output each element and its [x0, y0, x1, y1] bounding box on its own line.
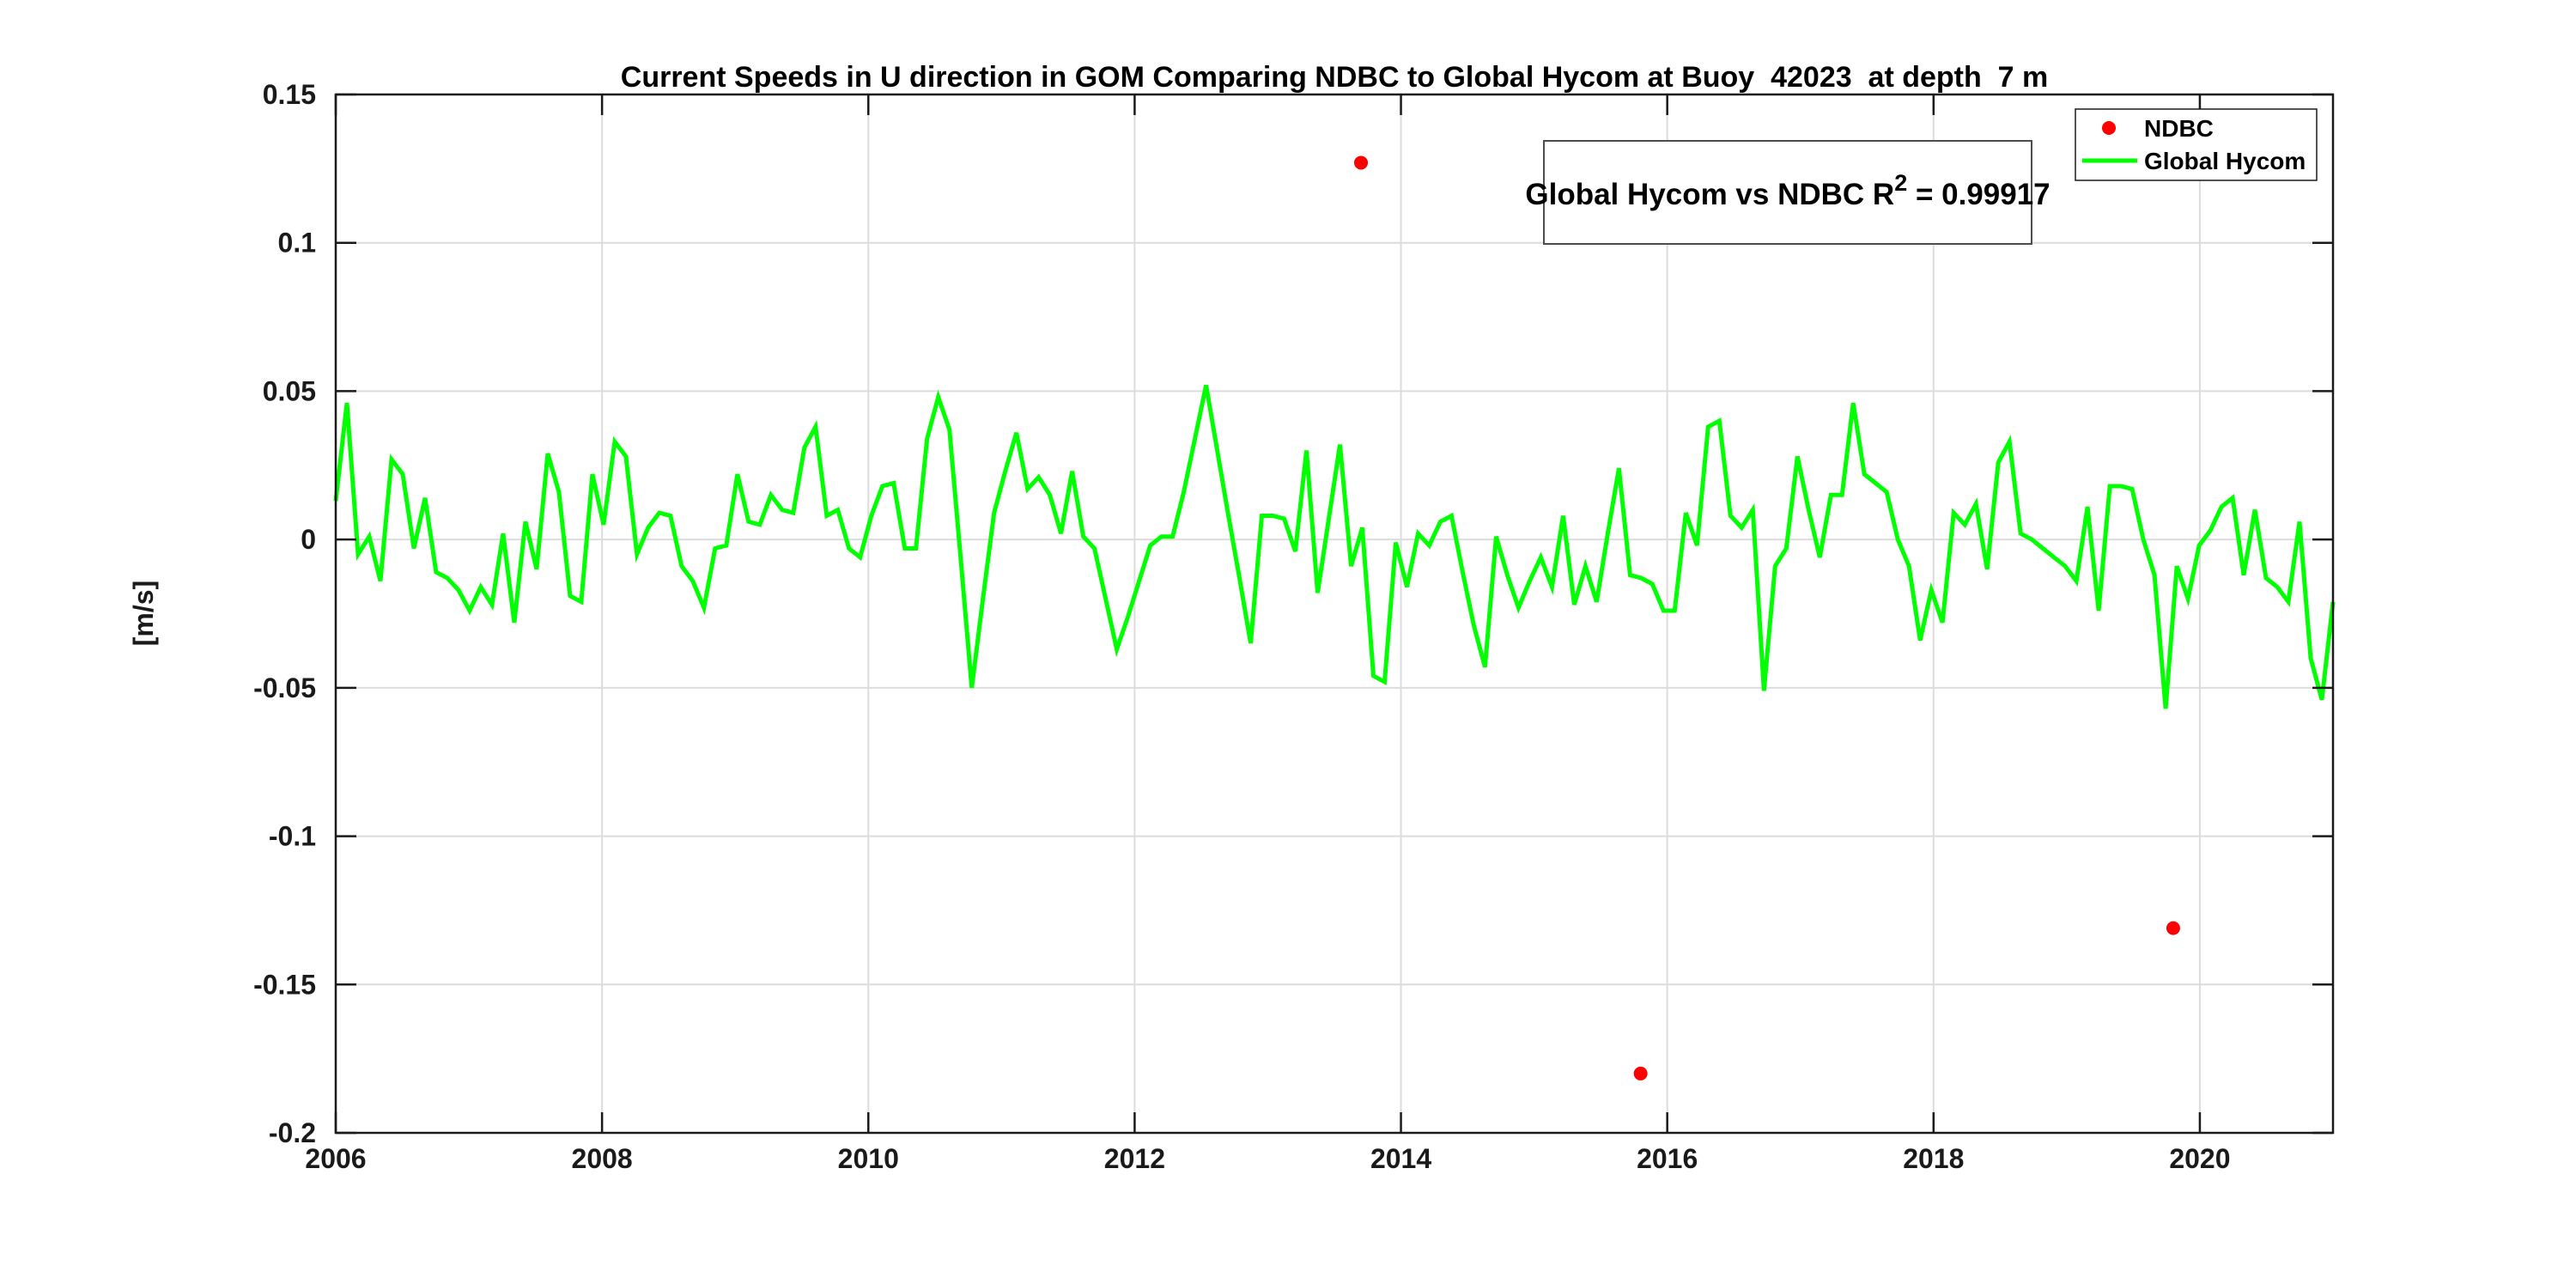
x-tick-label: 2010	[838, 1143, 899, 1174]
y-tick-labels: 0.15 0.1 0.05 0 -0.05 -0.1 -0.15 -0.2	[253, 79, 316, 1148]
x-tick-label: 2016	[1637, 1143, 1698, 1174]
y-tick-label: 0.1	[278, 228, 316, 259]
y-tick-label: -0.1	[269, 821, 316, 852]
legend-item-global-hycom: Global Hycom	[2144, 148, 2306, 174]
x-tick-label: 2006	[305, 1143, 366, 1174]
x-tick-label: 2012	[1104, 1143, 1165, 1174]
legend: NDBC Global Hycom	[2075, 108, 2318, 181]
x-tick-label: 2008	[572, 1143, 633, 1174]
plot-border	[334, 93, 2335, 1135]
y-tick-label: 0	[301, 524, 316, 555]
y-axis-label: [m/s]	[128, 581, 159, 646]
y-tick-label: -0.05	[253, 673, 316, 703]
grid-layer	[336, 94, 2333, 1133]
annotation-text: Global Hycom vs NDBC R2 = 0.99917	[1525, 170, 2050, 211]
annotation-suffix: = 0.99917	[1907, 178, 2050, 211]
annotation-superscript: 2	[1894, 170, 1907, 196]
x-tick-labels: 2006 2008 2010 2012 2014 2016 2018 2020	[305, 1143, 2230, 1174]
ndbc-scatter-points	[1354, 155, 2180, 1080]
ndbc-point	[1354, 155, 1369, 170]
x-tick-label: 2018	[1903, 1143, 1964, 1174]
legend-box	[2075, 108, 2318, 181]
global-hycom-line-series	[333, 384, 2336, 709]
chart-title: Current Speeds in U direction in GOM Com…	[621, 61, 2048, 94]
x-tick-label: 2020	[2169, 1143, 2230, 1174]
plot-area	[336, 94, 2333, 1133]
legend-item-ndbc: NDBC	[2144, 115, 2214, 142]
y-tick-label: 0.15	[263, 79, 316, 110]
ndbc-point	[1633, 1066, 1648, 1080]
y-tick-label: -0.15	[253, 969, 316, 1000]
ndbc-point	[2166, 921, 2180, 935]
y-tick-label: 0.05	[263, 375, 316, 406]
y-tick-label: -0.2	[269, 1117, 316, 1148]
legend-ndbc-dot-icon	[2102, 121, 2116, 135]
annotation-prefix: Global Hycom vs NDBC R	[1525, 178, 1894, 211]
annotation-box	[1543, 140, 2032, 245]
x-tick-label: 2014	[1370, 1143, 1431, 1174]
